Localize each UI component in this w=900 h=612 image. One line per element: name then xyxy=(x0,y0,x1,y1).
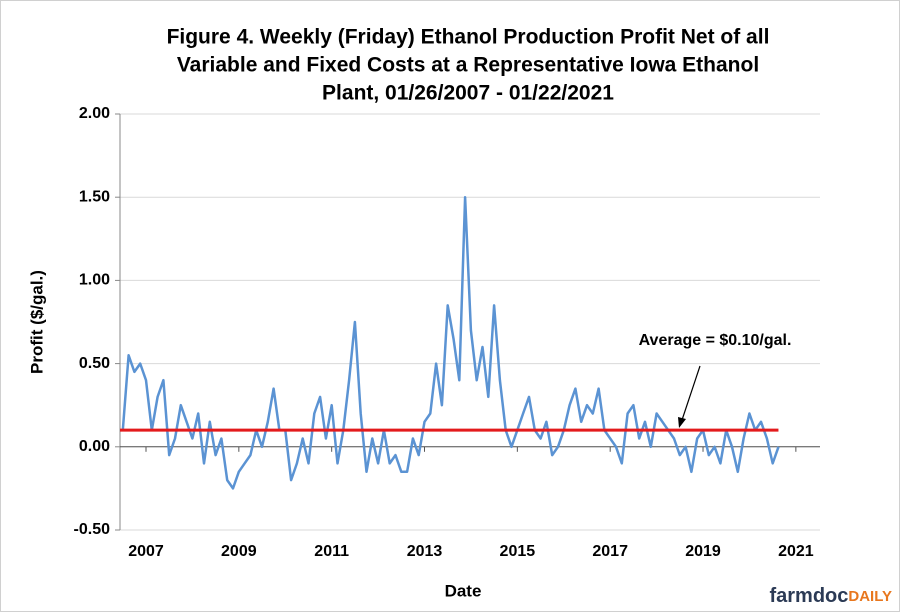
y-tick-label: 2.00 xyxy=(79,105,110,122)
annotation: Average = $0.10/gal. xyxy=(639,332,792,349)
x-tick-label: 2021 xyxy=(778,543,814,560)
logo-left: farmdoc xyxy=(769,585,848,607)
y-tick-label: 1.50 xyxy=(79,188,110,205)
x-tick-label: 2019 xyxy=(685,543,721,560)
x-tick-label: 2015 xyxy=(500,543,536,560)
x-tick-label: 2009 xyxy=(221,543,257,560)
annotation-arrow xyxy=(681,365,701,421)
chart-title: Variable and Fixed Costs at a Representa… xyxy=(177,54,759,77)
logo-right: DAILY xyxy=(848,588,892,605)
annotation-arrowhead xyxy=(678,417,686,428)
x-tick-label: 2013 xyxy=(407,543,443,560)
chart-title: Plant, 01/26/2007 - 01/22/2021 xyxy=(322,82,614,105)
x-tick-label: 2007 xyxy=(128,543,164,560)
y-axis-label: Profit ($/gal.) xyxy=(27,270,46,374)
y-tick-label: 0.50 xyxy=(79,355,110,372)
x-tick-label: 2017 xyxy=(592,543,628,560)
logo: farmdocDAILY xyxy=(769,585,892,607)
y-tick-label: 0.00 xyxy=(79,438,110,455)
x-tick-label: 2011 xyxy=(314,543,349,560)
y-tick-label: 1.00 xyxy=(79,272,110,289)
chart-title: Figure 4. Weekly (Friday) Ethanol Produc… xyxy=(167,26,770,49)
y-tick-label: -0.50 xyxy=(74,521,111,538)
x-axis-label: Date xyxy=(445,581,482,600)
